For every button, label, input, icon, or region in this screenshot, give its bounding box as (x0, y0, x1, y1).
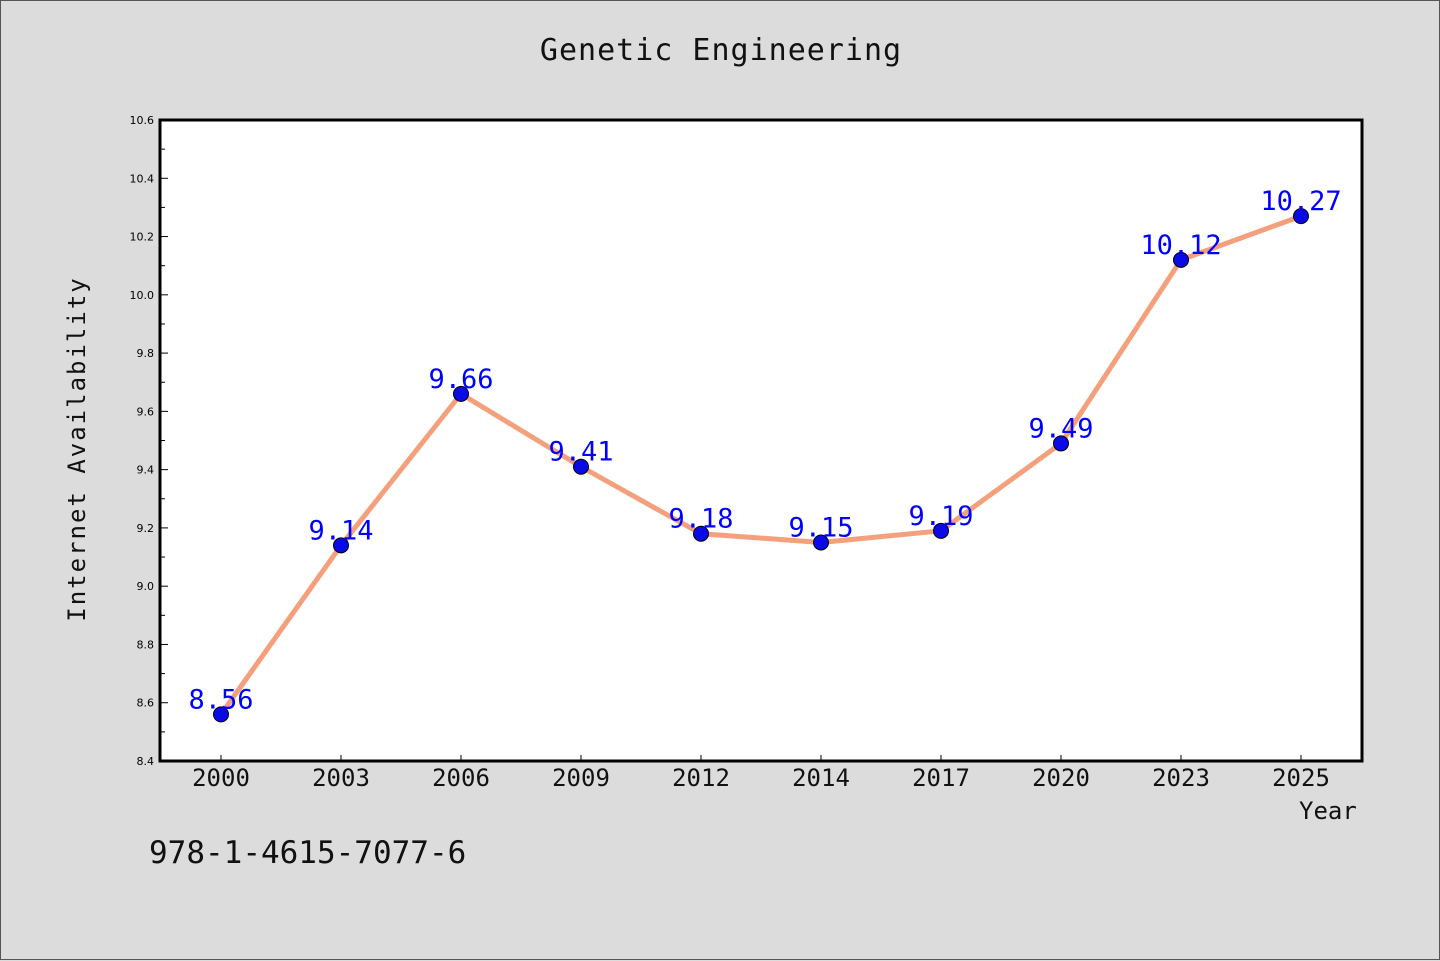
data-point-marker (1173, 251, 1189, 268)
x-tick-label: 2023 (1152, 764, 1210, 792)
data-point-marker (693, 525, 709, 542)
data-label: 10.12 (1140, 230, 1221, 261)
x-tick-label: 2014 (792, 764, 850, 792)
data-point-marker (213, 706, 229, 723)
data-point-marker (1293, 208, 1309, 225)
data-label: 9.14 (308, 515, 373, 546)
x-tick-label: 2000 (192, 764, 250, 792)
data-label: 10.27 (1260, 186, 1341, 217)
y-tick-label: 8.8 (137, 638, 155, 651)
x-tick-label: 2006 (432, 764, 490, 792)
data-label: 9.18 (668, 504, 733, 535)
x-tick-label: 2012 (672, 764, 730, 792)
data-label: 9.19 (908, 501, 973, 532)
x-tick-label: 2003 (312, 764, 370, 792)
x-axis-label: Year (1299, 797, 1357, 825)
y-tick-label: 9.2 (137, 522, 155, 535)
x-tick-label: 2020 (1032, 764, 1090, 792)
data-label: 9.66 (428, 364, 493, 395)
data-point-marker (1053, 435, 1069, 452)
x-axis-ticks: 2000 2003 2006 2009 2012 2014 2017 2020 2023 2025 (192, 755, 1330, 792)
y-tick-label: 8.4 (137, 755, 155, 768)
y-tick-label: 10.0 (130, 289, 155, 302)
y-axis-ticks: 8.4 8.6 8.8 9.0 9.2 9.4 9.6 9.8 10.0 10.2 10.4 10.6 (130, 114, 168, 768)
x-tick-label: 2025 (1272, 764, 1330, 792)
y-tick-label: 9.4 (137, 464, 155, 477)
data-label: 9.41 (548, 437, 613, 468)
series-line (218, 213, 1304, 717)
x-tick-label: 2009 (552, 764, 610, 792)
y-tick-label: 10.6 (130, 114, 155, 127)
data-labels: 8.56 9.14 9.66 9.41 9.18 9.15 9.19 9.49 10.12 10.… (188, 186, 1341, 715)
y-tick-label: 10.2 (130, 231, 155, 244)
data-label: 9.49 (1028, 413, 1093, 444)
y-tick-label: 9.8 (137, 347, 155, 360)
data-point-marker (933, 522, 949, 539)
data-point-marker (813, 534, 829, 551)
y-tick-label: 9.0 (137, 580, 155, 593)
plot-area (158, 118, 1364, 763)
data-label: 9.15 (788, 512, 853, 543)
y-tick-label: 9.6 (137, 405, 155, 418)
data-point-marker (573, 458, 589, 475)
isbn-footer-text: 978-1-4615-7077-6 (149, 835, 467, 871)
y-tick-label: 10.4 (130, 172, 155, 185)
x-tick-label: 2017 (912, 764, 970, 792)
y-tick-label: 8.6 (137, 697, 155, 710)
chart-title: Genetic Engineering (539, 33, 903, 68)
series-markers (213, 208, 1309, 723)
data-label: 8.56 (188, 684, 253, 715)
data-point-marker (453, 385, 469, 402)
data-point-marker (333, 537, 349, 554)
series-line-group (218, 213, 1304, 717)
y-axis-label: Internet Availability (63, 276, 91, 622)
